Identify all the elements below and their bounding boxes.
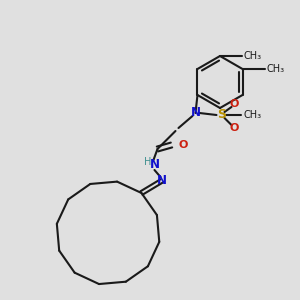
Text: S: S: [217, 109, 226, 122]
Text: CH₃: CH₃: [244, 51, 262, 61]
Text: N: N: [149, 158, 160, 172]
Text: O: O: [230, 99, 239, 109]
Text: O: O: [230, 123, 239, 133]
Text: O: O: [178, 140, 188, 150]
Text: N: N: [157, 175, 166, 188]
Text: H: H: [144, 157, 151, 167]
Text: CH₃: CH₃: [266, 64, 285, 74]
Text: N: N: [190, 106, 200, 119]
Text: CH₃: CH₃: [244, 110, 262, 120]
